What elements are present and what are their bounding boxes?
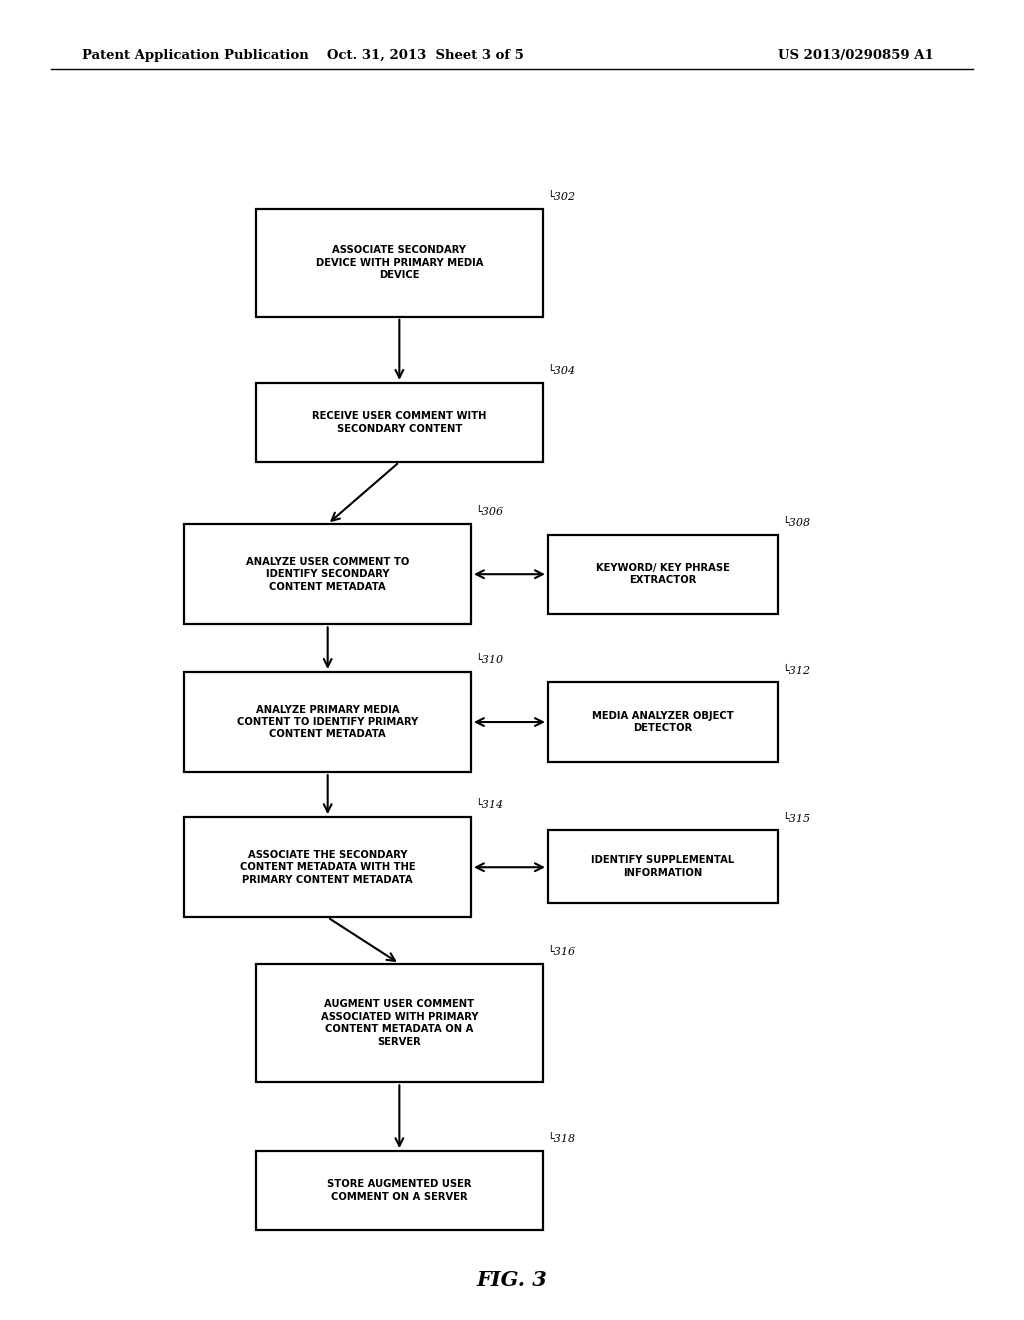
Bar (548, 830, 778, 903)
Text: ASSOCIATE THE SECONDARY
CONTENT METADATA WITH THE
PRIMARY CONTENT METADATA: ASSOCIATE THE SECONDARY CONTENT METADATA… (240, 850, 416, 884)
Bar (256, 209, 543, 317)
Text: RECEIVE USER COMMENT WITH
SECONDARY CONTENT: RECEIVE USER COMMENT WITH SECONDARY CONT… (312, 412, 486, 433)
Text: └312: └312 (782, 665, 810, 676)
Text: └314: └314 (475, 800, 503, 810)
Bar (548, 682, 778, 762)
Text: └316: └316 (547, 946, 574, 957)
Text: Oct. 31, 2013  Sheet 3 of 5: Oct. 31, 2013 Sheet 3 of 5 (327, 49, 523, 62)
Text: └318: └318 (547, 1134, 574, 1144)
Bar (184, 524, 471, 624)
Bar (256, 964, 543, 1082)
Text: FIG. 3: FIG. 3 (476, 1270, 548, 1291)
Text: ASSOCIATE SECONDARY
DEVICE WITH PRIMARY MEDIA
DEVICE: ASSOCIATE SECONDARY DEVICE WITH PRIMARY … (315, 246, 483, 280)
Text: KEYWORD/ KEY PHRASE
EXTRACTOR: KEYWORD/ KEY PHRASE EXTRACTOR (596, 564, 730, 585)
Text: └302: └302 (547, 191, 574, 202)
Bar (548, 535, 778, 614)
Text: └315: └315 (782, 813, 810, 824)
Text: └306: └306 (475, 507, 503, 517)
Text: US 2013/0290859 A1: US 2013/0290859 A1 (778, 49, 934, 62)
Text: └310: └310 (475, 655, 503, 665)
Text: MEDIA ANALYZER OBJECT
DETECTOR: MEDIA ANALYZER OBJECT DETECTOR (592, 711, 734, 733)
Text: STORE AUGMENTED USER
COMMENT ON A SERVER: STORE AUGMENTED USER COMMENT ON A SERVER (327, 1180, 472, 1201)
Text: ANALYZE PRIMARY MEDIA
CONTENT TO IDENTIFY PRIMARY
CONTENT METADATA: ANALYZE PRIMARY MEDIA CONTENT TO IDENTIF… (237, 705, 419, 739)
Text: ANALYZE USER COMMENT TO
IDENTIFY SECONDARY
CONTENT METADATA: ANALYZE USER COMMENT TO IDENTIFY SECONDA… (246, 557, 410, 591)
Text: AUGMENT USER COMMENT
ASSOCIATED WITH PRIMARY
CONTENT METADATA ON A
SERVER: AUGMENT USER COMMENT ASSOCIATED WITH PRI… (321, 999, 478, 1047)
Text: └308: └308 (782, 517, 810, 528)
Text: └304: └304 (547, 366, 574, 376)
Text: IDENTIFY SUPPLEMENTAL
INFORMATION: IDENTIFY SUPPLEMENTAL INFORMATION (592, 855, 734, 878)
Text: Patent Application Publication: Patent Application Publication (82, 49, 308, 62)
Bar (256, 383, 543, 462)
Bar (184, 817, 471, 917)
Bar (184, 672, 471, 772)
Bar (256, 1151, 543, 1230)
